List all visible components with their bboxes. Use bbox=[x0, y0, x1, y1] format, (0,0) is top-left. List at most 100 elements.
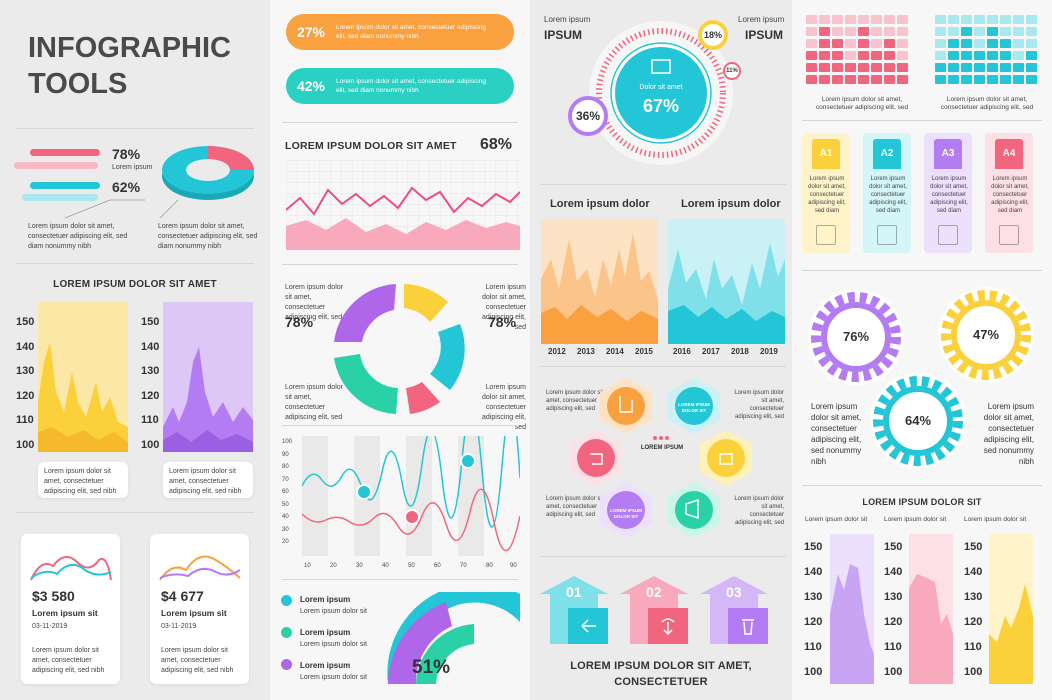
ytick: 120 bbox=[964, 616, 983, 628]
ytick: 110 bbox=[16, 414, 34, 426]
ytick: 130 bbox=[804, 591, 823, 603]
gear-cluster bbox=[808, 287, 1034, 469]
pink-bar-light bbox=[14, 162, 98, 169]
block-bar-cell bbox=[1013, 27, 1024, 36]
bars-note-right: Lorem ipsum dolor sit amet, consectetuer… bbox=[940, 96, 1034, 111]
block-bar-cell bbox=[987, 51, 998, 60]
block-bar-cell bbox=[1013, 15, 1024, 24]
ytick: 140 bbox=[964, 566, 983, 578]
pill-text: Lorem ipsum dolor sit amet, consectetuer… bbox=[336, 24, 486, 40]
block-bar-cell bbox=[897, 39, 908, 48]
gear-pct-76: 76% bbox=[842, 329, 870, 344]
cyan-bar bbox=[30, 182, 100, 189]
hex-note-bl: Lorem ipsum dolor sit amet, consectetuer… bbox=[546, 496, 604, 518]
block-bar-cell bbox=[806, 27, 817, 36]
block-bar-cell bbox=[832, 51, 843, 60]
badge-tag: A3 bbox=[934, 139, 962, 169]
block-bar-cell bbox=[961, 75, 972, 84]
purple-mini-area bbox=[830, 534, 874, 684]
pct-a-caption: Lorem ipsum bbox=[112, 164, 153, 171]
block-bar-cell bbox=[832, 39, 843, 48]
book-icon bbox=[938, 225, 958, 245]
xtick: 90 bbox=[510, 563, 517, 569]
badge-a1: A1 Lorem ipsum dolor sit amet, consectet… bbox=[802, 133, 850, 253]
block-bar-cell bbox=[948, 63, 959, 72]
block-bar-cell bbox=[935, 75, 946, 84]
year-tick: 2019 bbox=[760, 347, 778, 356]
block-bar-cell bbox=[871, 27, 882, 36]
block-bar-cell bbox=[845, 51, 856, 60]
block-bar-cell bbox=[845, 15, 856, 24]
card-date: 03-11-2019 bbox=[161, 623, 197, 630]
ytick: 110 bbox=[141, 414, 159, 426]
cyan-area-chart bbox=[668, 219, 785, 344]
donut-note-tl: Lorem ipsum dolor sit amet, consectetuer… bbox=[285, 284, 343, 321]
block-bar-cell bbox=[884, 51, 895, 60]
block-bar-cell bbox=[884, 63, 895, 72]
yellow-mini-area bbox=[989, 534, 1033, 684]
block-bar-cell bbox=[974, 51, 985, 60]
column-2: 27% Lorem ipsum dolor sit amet, consecte… bbox=[270, 0, 530, 700]
ytick: 120 bbox=[804, 616, 823, 628]
ytick: 40 bbox=[282, 514, 289, 520]
ytick: 140 bbox=[804, 566, 823, 578]
block-bar-cell bbox=[819, 75, 830, 84]
block-bar-cell bbox=[961, 15, 972, 24]
block-bar-cell bbox=[948, 27, 959, 36]
ytick: 110 bbox=[964, 641, 982, 653]
block-bar-cell bbox=[1026, 75, 1037, 84]
badge-text: Lorem ipsum dolor sit amet, consectetuer… bbox=[991, 176, 1029, 214]
line-yticks: 100 90 80 70 60 50 40 30 20 bbox=[282, 436, 302, 549]
footer-line-2: CONSECTETUER bbox=[614, 676, 708, 688]
ytick: 20 bbox=[282, 539, 289, 545]
block-bar-cell bbox=[819, 15, 830, 24]
notebook-icon bbox=[877, 225, 897, 245]
cyan-block-bars bbox=[935, 15, 1039, 87]
mini-chart-label: Lorem ipsum dolor sit bbox=[805, 516, 868, 523]
gear-icon bbox=[870, 373, 966, 469]
gauge-chart bbox=[387, 592, 520, 684]
gear-pct-64: 64% bbox=[904, 413, 932, 428]
pink-line-chart bbox=[286, 160, 520, 250]
block-bar-cell bbox=[1013, 75, 1024, 84]
ytick: 70 bbox=[282, 476, 289, 483]
block-bar-cell bbox=[987, 75, 998, 84]
money-card-1: $3 580 Lorem ipsum sit 03-11-2019 Lorem … bbox=[21, 534, 120, 684]
block-bar-cell bbox=[987, 27, 998, 36]
card-value: $4 677 bbox=[161, 588, 204, 604]
block-bar-cell bbox=[987, 15, 998, 24]
block-bar-cell bbox=[845, 39, 856, 48]
badge-tag: A4 bbox=[995, 139, 1023, 169]
column-1: INFOGRAPHIC TOOLS 78% Lorem ipsum 62% Lo… bbox=[0, 0, 270, 700]
ytick: 30 bbox=[282, 526, 289, 533]
block-bar-cell bbox=[806, 63, 817, 72]
block-bar-cell bbox=[1026, 39, 1037, 48]
block-bar-cell bbox=[1026, 51, 1037, 60]
edit-icon bbox=[999, 225, 1019, 245]
block-bar-cell bbox=[858, 27, 869, 36]
label-top-left: Lorem ipsum bbox=[544, 15, 591, 24]
xtick: 40 bbox=[382, 563, 389, 569]
column-4: Lorem ipsum dolor sit amet, consectetuer… bbox=[792, 0, 1052, 700]
ytick: 140 bbox=[16, 341, 35, 353]
donut-pct-left: 78% bbox=[285, 314, 314, 330]
block-bar-cell bbox=[832, 63, 843, 72]
step-number: 01 bbox=[566, 584, 582, 600]
pill-pct: 42% bbox=[296, 78, 326, 94]
badge-a3: A3 Lorem ipsum dolor sit amet, consectet… bbox=[924, 133, 972, 253]
block-bar-cell bbox=[871, 75, 882, 84]
block-bar-cell bbox=[948, 75, 959, 84]
ytick: 140 bbox=[141, 341, 160, 353]
block-bar-cell bbox=[1013, 39, 1024, 48]
hex-note-br: Lorem ipsum dolor sit amet, consectetuer… bbox=[734, 496, 784, 526]
chart-note-right: Lorem ipsum dolor sit amet, consectetuer… bbox=[163, 462, 253, 498]
center-caption: Dolor sit amet bbox=[639, 84, 683, 91]
hex-note-tl: Lorem ipsum dolor sit amet, consectetuer… bbox=[546, 390, 604, 412]
pct-a: 78% bbox=[112, 146, 141, 162]
ytick: 110 bbox=[884, 641, 902, 653]
ytick: 120 bbox=[141, 390, 160, 402]
legend-dot bbox=[281, 659, 292, 670]
block-bar-cell bbox=[845, 27, 856, 36]
hex-center-label: LOREM IPSUM bbox=[640, 445, 684, 451]
card-text: Lorem ipsum dolor sit amet, consectetuer… bbox=[32, 647, 105, 674]
